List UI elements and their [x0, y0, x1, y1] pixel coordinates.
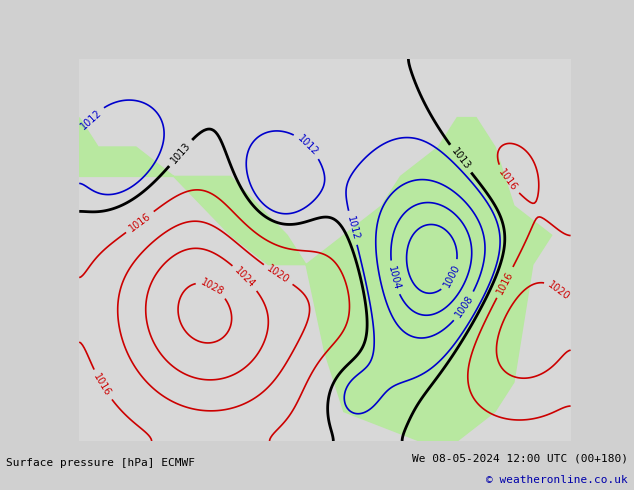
Text: © weatheronline.co.uk: © weatheronline.co.uk [486, 475, 628, 485]
Text: 1013: 1013 [169, 141, 192, 166]
Text: 1012: 1012 [295, 133, 320, 157]
Text: 1024: 1024 [233, 266, 257, 290]
Text: 1016: 1016 [127, 211, 153, 233]
Text: 1000: 1000 [442, 263, 462, 289]
Text: We 08-05-2024 12:00 UTC (00+180): We 08-05-2024 12:00 UTC (00+180) [411, 453, 628, 463]
Text: 1004: 1004 [386, 265, 402, 291]
Text: 1012: 1012 [78, 107, 103, 131]
Text: 1008: 1008 [453, 294, 476, 319]
Text: 1028: 1028 [199, 277, 226, 297]
Text: 1016: 1016 [92, 372, 113, 398]
Polygon shape [79, 118, 552, 441]
Text: 1016: 1016 [495, 269, 515, 295]
Text: 1020: 1020 [547, 280, 572, 302]
Text: Surface pressure [hPa] ECMWF: Surface pressure [hPa] ECMWF [6, 458, 195, 468]
Text: 1012: 1012 [345, 215, 361, 241]
Text: 1016: 1016 [496, 167, 519, 193]
Text: 1013: 1013 [449, 146, 472, 171]
Text: 1020: 1020 [265, 264, 291, 286]
